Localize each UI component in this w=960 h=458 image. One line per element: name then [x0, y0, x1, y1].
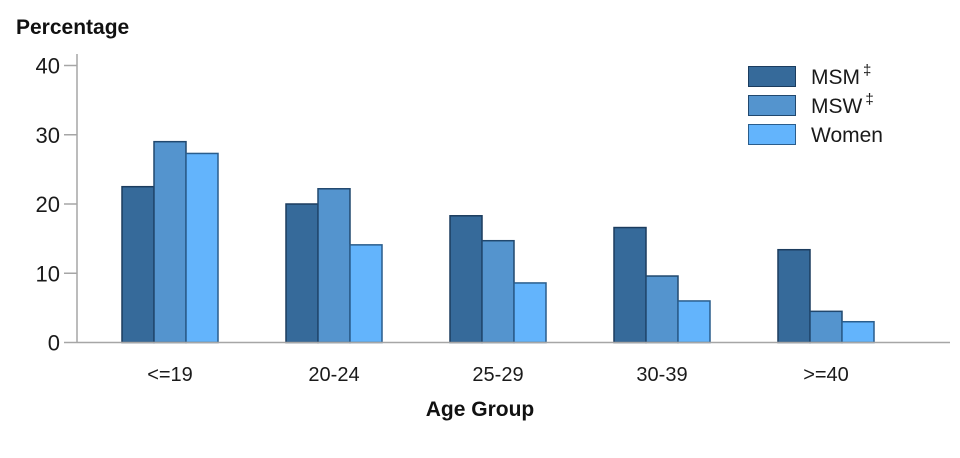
x-category-label: >=40	[803, 364, 849, 386]
legend-item-msm: MSM ‡	[748, 61, 886, 90]
y-axis-title: Percentage	[16, 16, 130, 39]
y-tick-label: 10	[36, 261, 60, 286]
bar-women-group-0	[185, 152, 219, 344]
legend-swatch-women	[748, 123, 796, 145]
bar-msw-group-2	[481, 239, 515, 344]
x-category-label: 30-39	[636, 364, 687, 386]
bar-msm-group-4	[777, 248, 811, 344]
legend-item-msw: MSW ‡	[748, 90, 886, 119]
legend-label-msw: MSW ‡	[811, 90, 874, 119]
bar-women-group-4	[841, 320, 875, 344]
legend-text-women: Women	[811, 123, 883, 147]
bar-msm-group-3	[613, 226, 647, 344]
bar-women-group-1	[349, 244, 383, 344]
y-tick-label: 0	[48, 331, 60, 356]
dagger-mark-msw: ‡	[865, 90, 874, 108]
x-category-label: 25-29	[472, 364, 523, 386]
y-tick-label: 40	[36, 54, 60, 79]
bar-msw-group-1	[317, 188, 351, 344]
legend-text-msm: MSM	[811, 65, 860, 89]
y-tick-label: 20	[36, 192, 60, 217]
x-category-label: 20-24	[308, 364, 359, 386]
bar-women-group-3	[677, 300, 711, 344]
bar-msw-group-3	[645, 275, 679, 344]
legend-swatch-msw	[748, 94, 796, 116]
bar-msm-group-0	[121, 185, 155, 344]
legend-item-women: Women	[748, 121, 886, 148]
legend-label-women: Women	[811, 121, 886, 148]
bar-women-group-2	[513, 282, 547, 344]
bar-msw-group-0	[153, 140, 187, 344]
y-tick-label: 30	[36, 123, 60, 148]
legend-text-msw: MSW	[811, 94, 863, 118]
dagger-mark-msm: ‡	[863, 61, 872, 79]
legend-swatch-msm	[748, 65, 796, 87]
legend: MSM ‡ MSW ‡ Women	[748, 61, 886, 151]
x-category-label: <=19	[147, 364, 193, 386]
legend-label-msm: MSM ‡	[811, 61, 872, 90]
bar-msw-group-4	[809, 310, 843, 344]
x-axis-title: Age Group	[425, 398, 535, 421]
bar-msm-group-1	[285, 203, 319, 344]
bar-msm-group-2	[449, 215, 483, 344]
